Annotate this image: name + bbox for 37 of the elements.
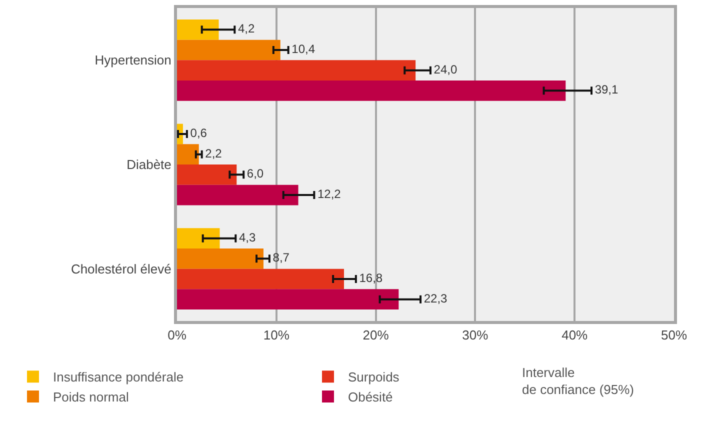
data-label: 8,7 xyxy=(269,250,290,265)
data-label: 12,2 xyxy=(314,187,342,202)
y-tick-label: Hypertension xyxy=(94,52,172,68)
bar xyxy=(177,164,237,185)
text: Intervalle de confiance (95%) xyxy=(522,365,634,397)
y-tick-label: Diabète xyxy=(126,157,172,172)
data-label: 10,4 xyxy=(288,42,316,56)
bar xyxy=(177,60,416,81)
x-tick-label: 0% xyxy=(168,328,187,343)
data-label: 2,2 xyxy=(202,146,222,160)
x-tick-label: 40% xyxy=(562,328,588,343)
legend-label: Poids normal xyxy=(52,390,129,405)
x-tick-label: 30% xyxy=(462,328,489,343)
bar xyxy=(177,144,199,164)
bar xyxy=(177,80,566,101)
bar xyxy=(177,19,219,40)
bar xyxy=(177,184,298,206)
legend-label: Insuffisance pondérale xyxy=(52,370,184,385)
x-tick-label: 20% xyxy=(362,328,390,343)
legend-label: Surpoids xyxy=(348,370,400,385)
data-label: 6,0 xyxy=(244,166,264,181)
y-tick-label: Cholestérol élevé xyxy=(70,261,172,276)
data-label: 16,8 xyxy=(356,271,383,286)
x-tick-label: 50% xyxy=(660,328,688,343)
legend-label: Obésité xyxy=(348,390,393,405)
data-label: 0,6 xyxy=(186,126,208,140)
bar xyxy=(177,40,280,60)
data-label: 24,0 xyxy=(430,62,458,76)
bar xyxy=(177,248,264,269)
bar xyxy=(177,268,344,290)
data-label: 39,1 xyxy=(592,82,619,97)
bar xyxy=(177,228,220,248)
x-tick-label: 10% xyxy=(263,328,290,343)
data-label: 4,2 xyxy=(234,22,255,36)
bar xyxy=(177,289,399,310)
data-label: 22,3 xyxy=(420,291,448,306)
data-label: 4,3 xyxy=(236,230,256,244)
